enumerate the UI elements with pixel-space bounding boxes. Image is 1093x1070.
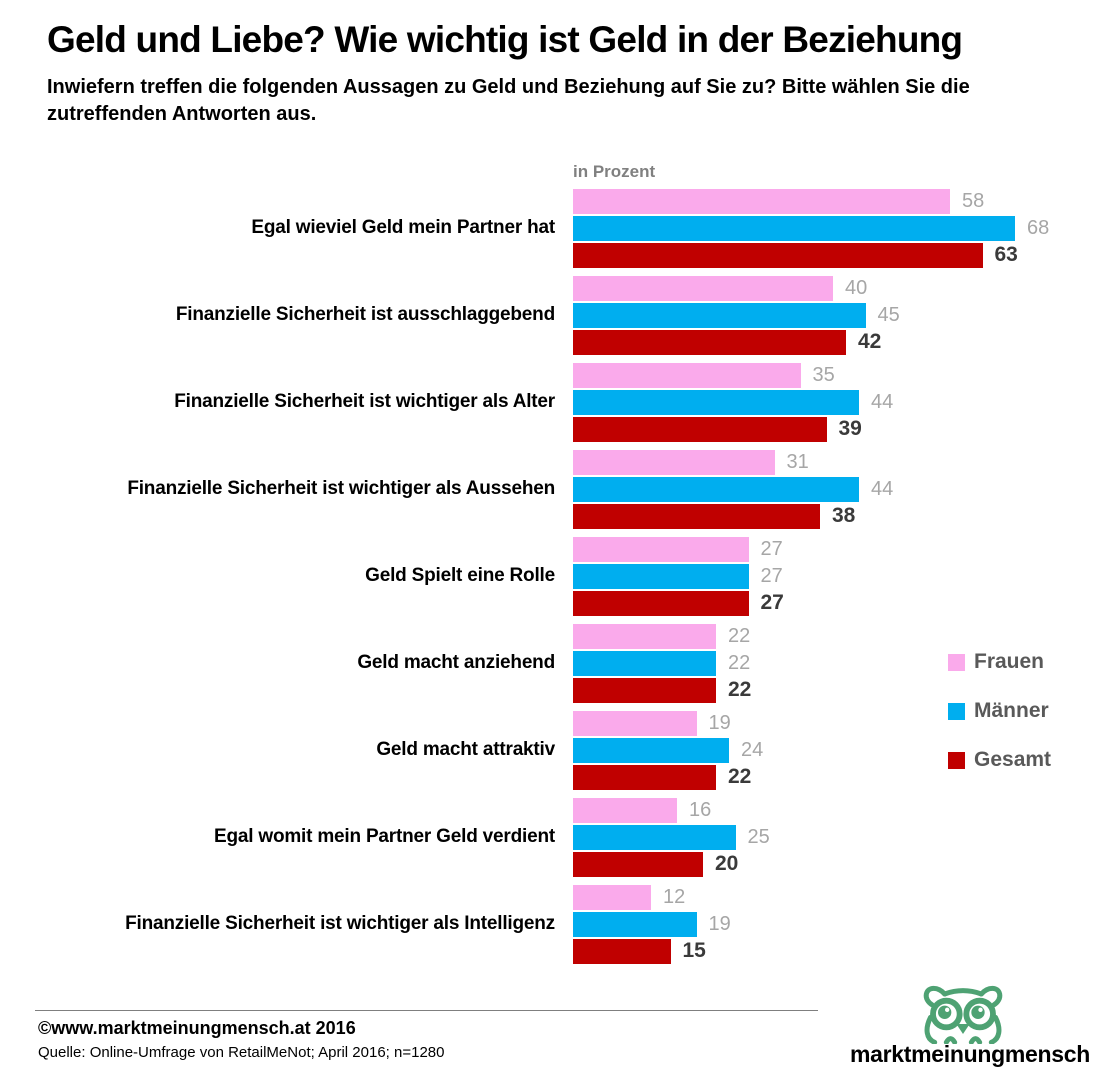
bar-gesamt: [573, 851, 703, 877]
bar-frauen: [573, 710, 697, 736]
value-label-maenner: 19: [708, 912, 731, 935]
bar-gesamt: [573, 938, 671, 964]
legend-label-gesamt: Gesamt: [974, 748, 1052, 771]
bar-gesamt: [573, 590, 749, 616]
value-label-gesamt: 22: [728, 678, 752, 702]
value-label-frauen: 16: [689, 798, 712, 821]
bar-frauen: [573, 884, 651, 910]
chart-row: Egal wieviel Geld mein Partner hat 58 68 63: [0, 188, 1093, 268]
bar-maenner: [573, 476, 859, 502]
legend-item-frauen: Frauen: [948, 650, 1051, 674]
value-label-maenner: 68: [1027, 216, 1050, 239]
value-label-frauen: 40: [845, 276, 868, 299]
bar-gesamt: [573, 416, 827, 442]
category-label: Finanzielle Sicherheit ist wichtiger als…: [174, 391, 555, 413]
page-title: Geld und Liebe? Wie wichtig ist Geld in …: [47, 19, 963, 60]
category-label: Geld macht attraktiv: [376, 739, 555, 761]
logo-text: marktmeinungmensch: [850, 1041, 1090, 1068]
bar-gesamt: [573, 677, 716, 703]
category-label: Finanzielle Sicherheit ist wichtiger als…: [125, 913, 555, 935]
bar-frauen: [573, 275, 833, 301]
bar-maenner: [573, 737, 729, 763]
value-label-frauen: 31: [786, 450, 809, 473]
bar-frauen: [573, 188, 950, 214]
value-label-frauen: 35: [812, 363, 835, 386]
bar-gesamt: [573, 503, 820, 529]
value-label-frauen: 22: [728, 624, 751, 647]
value-label-gesamt: 20: [715, 852, 739, 876]
value-label-frauen: 19: [708, 711, 731, 734]
category-label: Finanzielle Sicherheit ist ausschlaggebe…: [175, 304, 555, 326]
chart-row: Finanzielle Sicherheit ist ausschlaggebe…: [0, 275, 1093, 355]
legend-label-frauen: Frauen: [974, 650, 1045, 673]
legend-item-maenner: Männer: [948, 699, 1051, 723]
source-text: Quelle: Online-Umfrage von RetailMeNot; …: [38, 1044, 445, 1061]
legend-item-gesamt: Gesamt: [948, 748, 1051, 772]
bar-frauen: [573, 623, 716, 649]
bar-gesamt: [573, 764, 716, 790]
bar-maenner: [573, 563, 749, 589]
value-label-maenner: 25: [747, 825, 770, 848]
bar-chart: in Prozent Egal wieviel Geld mein Partne…: [0, 162, 1093, 964]
value-label-maenner: 44: [871, 477, 894, 500]
bar-maenner: [573, 650, 716, 676]
category-label: Geld Spielt eine Rolle: [365, 565, 555, 587]
value-label-frauen: 58: [962, 189, 985, 212]
category-label: Egal womit mein Partner Geld verdient: [213, 826, 555, 848]
bar-maenner: [573, 911, 697, 937]
value-label-frauen: 12: [663, 885, 686, 908]
legend-label-maenner: Männer: [974, 699, 1049, 722]
bar-gesamt: [573, 242, 983, 268]
chart-row: Geld macht anziehend 22 22 22: [0, 623, 1093, 703]
header: Geld und Liebe? Wie wichtig ist Geld in …: [0, 0, 1093, 128]
owl-icon: [923, 985, 1002, 1044]
value-label-maenner: 22: [728, 651, 751, 674]
value-label-gesamt: 27: [760, 591, 784, 615]
chart-row: Finanzielle Sicherheit ist wichtiger als…: [0, 884, 1093, 964]
copyright-text: ©www.marktmeinungmensch.at 2016: [38, 1018, 356, 1038]
chart-row: Finanzielle Sicherheit ist wichtiger als…: [0, 362, 1093, 442]
chart-row: Geld macht attraktiv 19 24 22: [0, 710, 1093, 790]
bar-frauen: [573, 536, 749, 562]
bar-maenner: [573, 215, 1015, 241]
value-label-gesamt: 22: [728, 765, 752, 789]
value-label-gesamt: 15: [682, 939, 706, 963]
bar-maenner: [573, 389, 859, 415]
chart-rows: Egal wieviel Geld mein Partner hat 58 68 63…: [0, 188, 1093, 964]
value-label-gesamt: 38: [832, 504, 856, 528]
category-label: Egal wieviel Geld mein Partner hat: [251, 217, 555, 239]
value-label-maenner: 27: [760, 564, 783, 587]
value-label-gesamt: 42: [858, 330, 882, 354]
value-label-gesamt: 39: [838, 417, 862, 441]
bar-frauen: [573, 449, 775, 475]
value-label-maenner: 24: [741, 738, 764, 761]
legend-swatch-maenner: [948, 702, 965, 720]
value-label-gesamt: 63: [994, 243, 1018, 267]
unit-label: in Prozent: [573, 161, 656, 181]
value-label-maenner: 45: [877, 303, 900, 326]
logo-meinung: meinung: [911, 1041, 1005, 1067]
page-subtitle: Inwiefern treffen die folgenden Aussagen…: [47, 75, 970, 125]
chart-row: Finanzielle Sicherheit ist wichtiger als…: [0, 449, 1093, 529]
footer-divider: [35, 1010, 818, 1011]
category-label: Geld macht anziehend: [357, 652, 555, 674]
logo-markt: markt: [850, 1041, 912, 1067]
legend-swatch-frauen: [948, 653, 965, 671]
category-label: Finanzielle Sicherheit ist wichtiger als…: [127, 478, 555, 500]
bar-maenner: [573, 824, 736, 850]
logo: marktmeinungmensch: [850, 984, 1090, 1068]
logo-mensch: mensch: [1004, 1041, 1091, 1067]
bar-frauen: [573, 797, 677, 823]
bar-frauen: [573, 362, 801, 388]
legend: Frauen Männer Gesamt: [948, 650, 1051, 772]
value-label-maenner: 44: [871, 390, 894, 413]
legend-swatch-gesamt: [948, 751, 965, 769]
footer: ©www.marktmeinungmensch.at 2016 Quelle: …: [35, 1010, 818, 1061]
bar-maenner: [573, 302, 866, 328]
bar-gesamt: [573, 329, 846, 355]
chart-row: Geld Spielt eine Rolle 27 27 27: [0, 536, 1093, 616]
value-label-frauen: 27: [760, 537, 783, 560]
chart-row: Egal womit mein Partner Geld verdient 16 2…: [0, 797, 1093, 877]
